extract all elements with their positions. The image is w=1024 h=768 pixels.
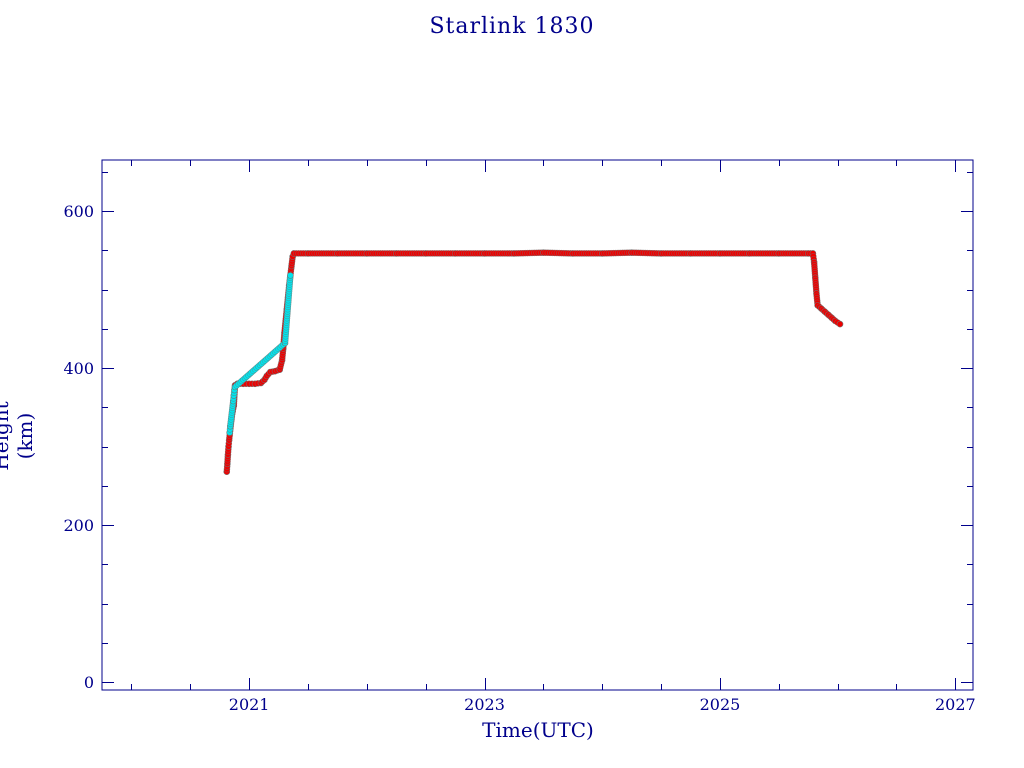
plot-frame [101,159,974,691]
y-axis-label: Height (km) [0,401,37,471]
x-tick-label: 2027 [935,695,976,714]
data-point [836,320,844,328]
chart-title: Starlink 1830 [429,14,595,39]
x-tick-label: 2023 [464,695,505,714]
y-tick-label: 200 [63,516,94,535]
y-tick-label: 400 [63,359,94,378]
x-tick-label: 2021 [229,695,270,714]
x-axis-label: Time(UTC) [482,718,594,742]
data-point-secondary [287,272,294,279]
y-tick-label: 600 [63,202,94,221]
y-tick-label: 0 [84,673,94,692]
x-tick-label: 2025 [700,695,741,714]
